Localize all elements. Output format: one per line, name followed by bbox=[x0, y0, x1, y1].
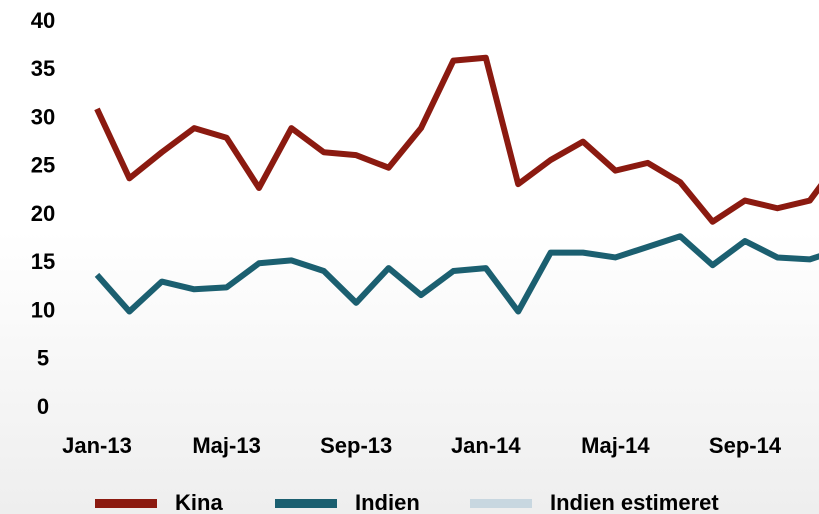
series-line bbox=[94, 233, 819, 315]
x-tick-label: Jan-13 bbox=[62, 433, 132, 458]
x-tick-label: Jan-14 bbox=[451, 433, 521, 458]
series-line bbox=[94, 54, 819, 225]
x-tick-label: Sep-14 bbox=[709, 433, 782, 458]
y-tick-label: 25 bbox=[31, 153, 55, 178]
legend-label: Kina bbox=[175, 490, 223, 514]
legend-swatch bbox=[95, 499, 157, 508]
x-tick-label: Maj-13 bbox=[192, 433, 260, 458]
y-tick-label: 40 bbox=[31, 8, 55, 33]
legend-label: Indien bbox=[355, 490, 420, 514]
y-tick-label: 5 bbox=[37, 346, 49, 371]
y-tick-label: 30 bbox=[31, 104, 55, 129]
x-tick-label: Maj-14 bbox=[581, 433, 650, 458]
y-tick-label: 35 bbox=[31, 56, 55, 81]
legend-swatch bbox=[470, 499, 532, 508]
y-tick-label: 0 bbox=[37, 394, 49, 419]
x-tick-label: Sep-13 bbox=[320, 433, 392, 458]
legend-swatch bbox=[275, 499, 337, 508]
y-tick-label: 10 bbox=[31, 297, 55, 322]
y-tick-label: 15 bbox=[31, 249, 55, 274]
legend-label: Indien estimeret bbox=[550, 490, 719, 514]
y-tick-label: 20 bbox=[31, 201, 55, 226]
